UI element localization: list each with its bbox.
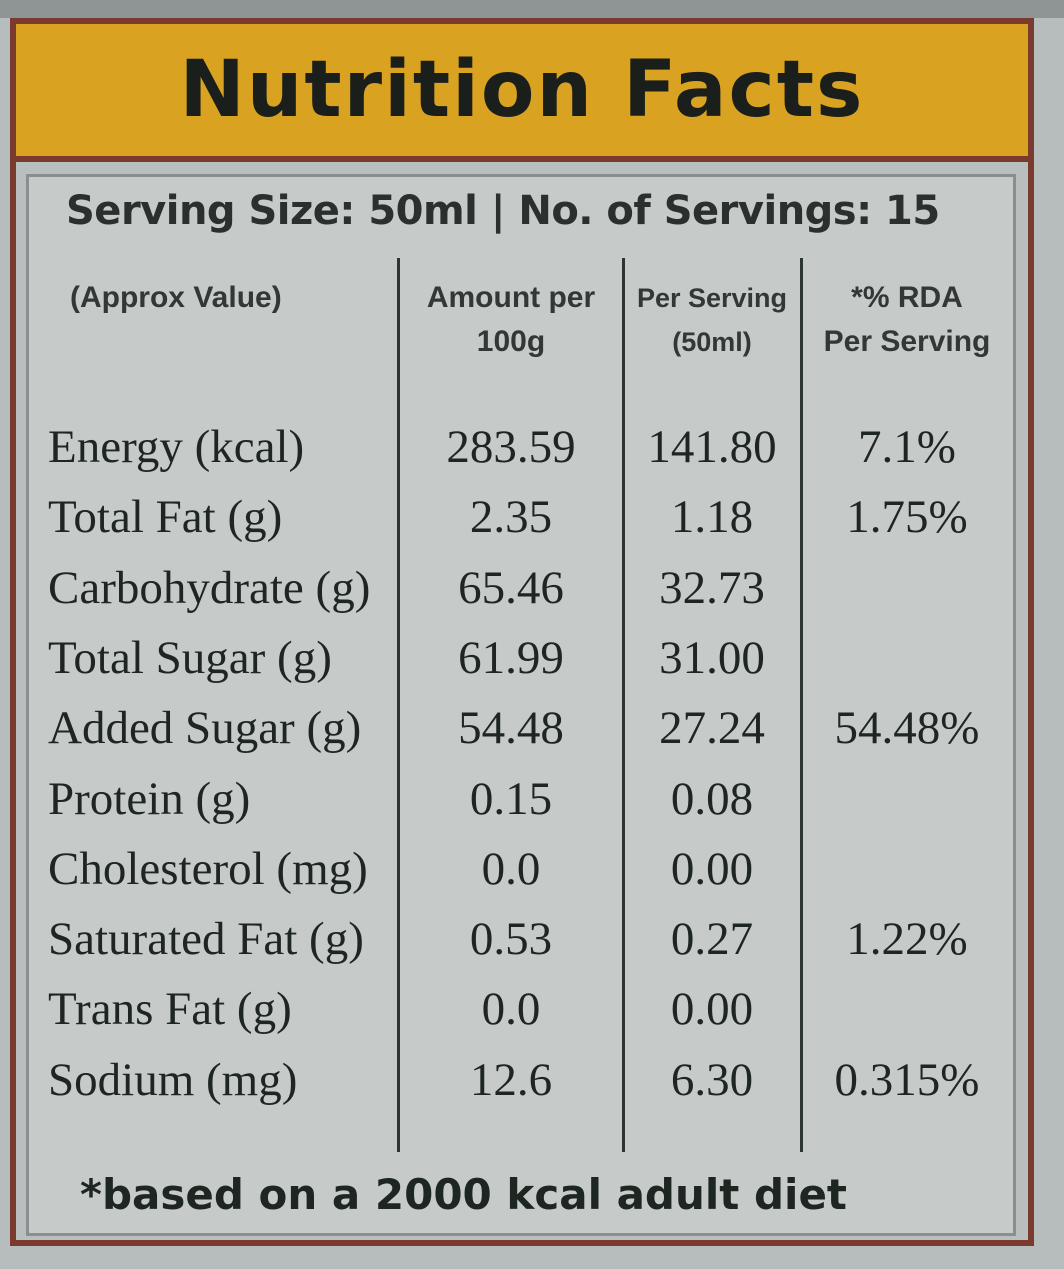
value-rda: 1.75% bbox=[846, 491, 968, 543]
value-per-serving: 32.73 bbox=[659, 562, 765, 614]
header-rda: *% RDA Per Serving bbox=[802, 276, 1012, 364]
value-rda: 1.22% bbox=[846, 913, 968, 965]
nutrient-label: Cholesterol (mg) bbox=[48, 843, 368, 895]
value-per-serving: 141.80 bbox=[647, 421, 777, 473]
value-per-100g: 0.0 bbox=[481, 843, 541, 895]
nutrient-label: Sodium (mg) bbox=[48, 1054, 298, 1106]
value-rda: 0.315% bbox=[834, 1054, 980, 1106]
value-per-100g: 0.15 bbox=[469, 773, 553, 825]
value-per-100g: 0.0 bbox=[481, 983, 541, 1035]
header-amount-line1: Amount per bbox=[426, 281, 596, 314]
header-rda-line1: *% RDA bbox=[851, 281, 963, 314]
value-per-100g: 65.46 bbox=[458, 562, 564, 614]
header-approx-value-line1: (Approx Value) bbox=[70, 281, 282, 314]
facts-table-area bbox=[26, 174, 1016, 1236]
nutrient-label: Added Sugar (g) bbox=[48, 702, 362, 754]
value-per-serving: 0.27 bbox=[670, 913, 754, 965]
header-amount-per-100g: Amount per 100g bbox=[400, 276, 622, 364]
value-per-serving: 27.24 bbox=[659, 702, 765, 754]
value-per-100g: 0.53 bbox=[469, 913, 553, 965]
value-per-100g: 283.59 bbox=[446, 421, 576, 473]
nutrient-label: Energy (kcal) bbox=[48, 421, 305, 473]
nutrition-panel: Nutrition Facts bbox=[10, 18, 1034, 1246]
value-per-serving: 6.30 bbox=[670, 1054, 754, 1106]
value-per-100g: 61.99 bbox=[458, 632, 564, 684]
nutrient-label: Total Fat (g) bbox=[48, 491, 283, 543]
header-per-serving-line2: (50ml) bbox=[672, 327, 752, 357]
nutrient-label: Protein (g) bbox=[48, 773, 251, 825]
column-divider-1 bbox=[397, 258, 400, 1152]
package-edge bbox=[0, 0, 1064, 18]
column-divider-3 bbox=[800, 258, 803, 1152]
value-per-100g: 2.35 bbox=[469, 491, 553, 543]
header-per-serving-line1: Per Serving bbox=[636, 283, 788, 313]
value-per-serving: 1.18 bbox=[670, 491, 754, 543]
serving-info: Serving Size: 50ml | No. of Servings: 15 bbox=[66, 188, 940, 234]
nutrient-label: Carbohydrate (g) bbox=[48, 562, 371, 614]
value-per-serving: 0.00 bbox=[670, 983, 754, 1035]
footnote: *based on a 2000 kcal adult diet bbox=[80, 1170, 848, 1219]
value-per-100g: 54.48 bbox=[458, 702, 564, 754]
value-rda: 7.1% bbox=[858, 421, 956, 473]
value-per-serving: 31.00 bbox=[659, 632, 765, 684]
column-divider-2 bbox=[622, 258, 625, 1152]
header-rda-line2: Per Serving bbox=[823, 325, 991, 358]
value-per-100g: 12.6 bbox=[469, 1054, 553, 1106]
title-banner: Nutrition Facts bbox=[16, 24, 1028, 162]
nutrient-label: Saturated Fat (g) bbox=[48, 913, 364, 965]
value-per-serving: 0.08 bbox=[670, 773, 754, 825]
nutrient-label: Trans Fat (g) bbox=[48, 983, 292, 1035]
header-per-serving: Per Serving (50ml) bbox=[624, 276, 800, 364]
nutrition-facts-title: Nutrition Facts bbox=[179, 45, 865, 135]
header-amount-line2: 100g bbox=[476, 325, 546, 358]
nutrient-label: Total Sugar (g) bbox=[48, 632, 332, 684]
header-approx-value: (Approx Value) bbox=[70, 276, 370, 320]
value-rda: 54.48% bbox=[834, 702, 980, 754]
value-per-serving: 0.00 bbox=[670, 843, 754, 895]
